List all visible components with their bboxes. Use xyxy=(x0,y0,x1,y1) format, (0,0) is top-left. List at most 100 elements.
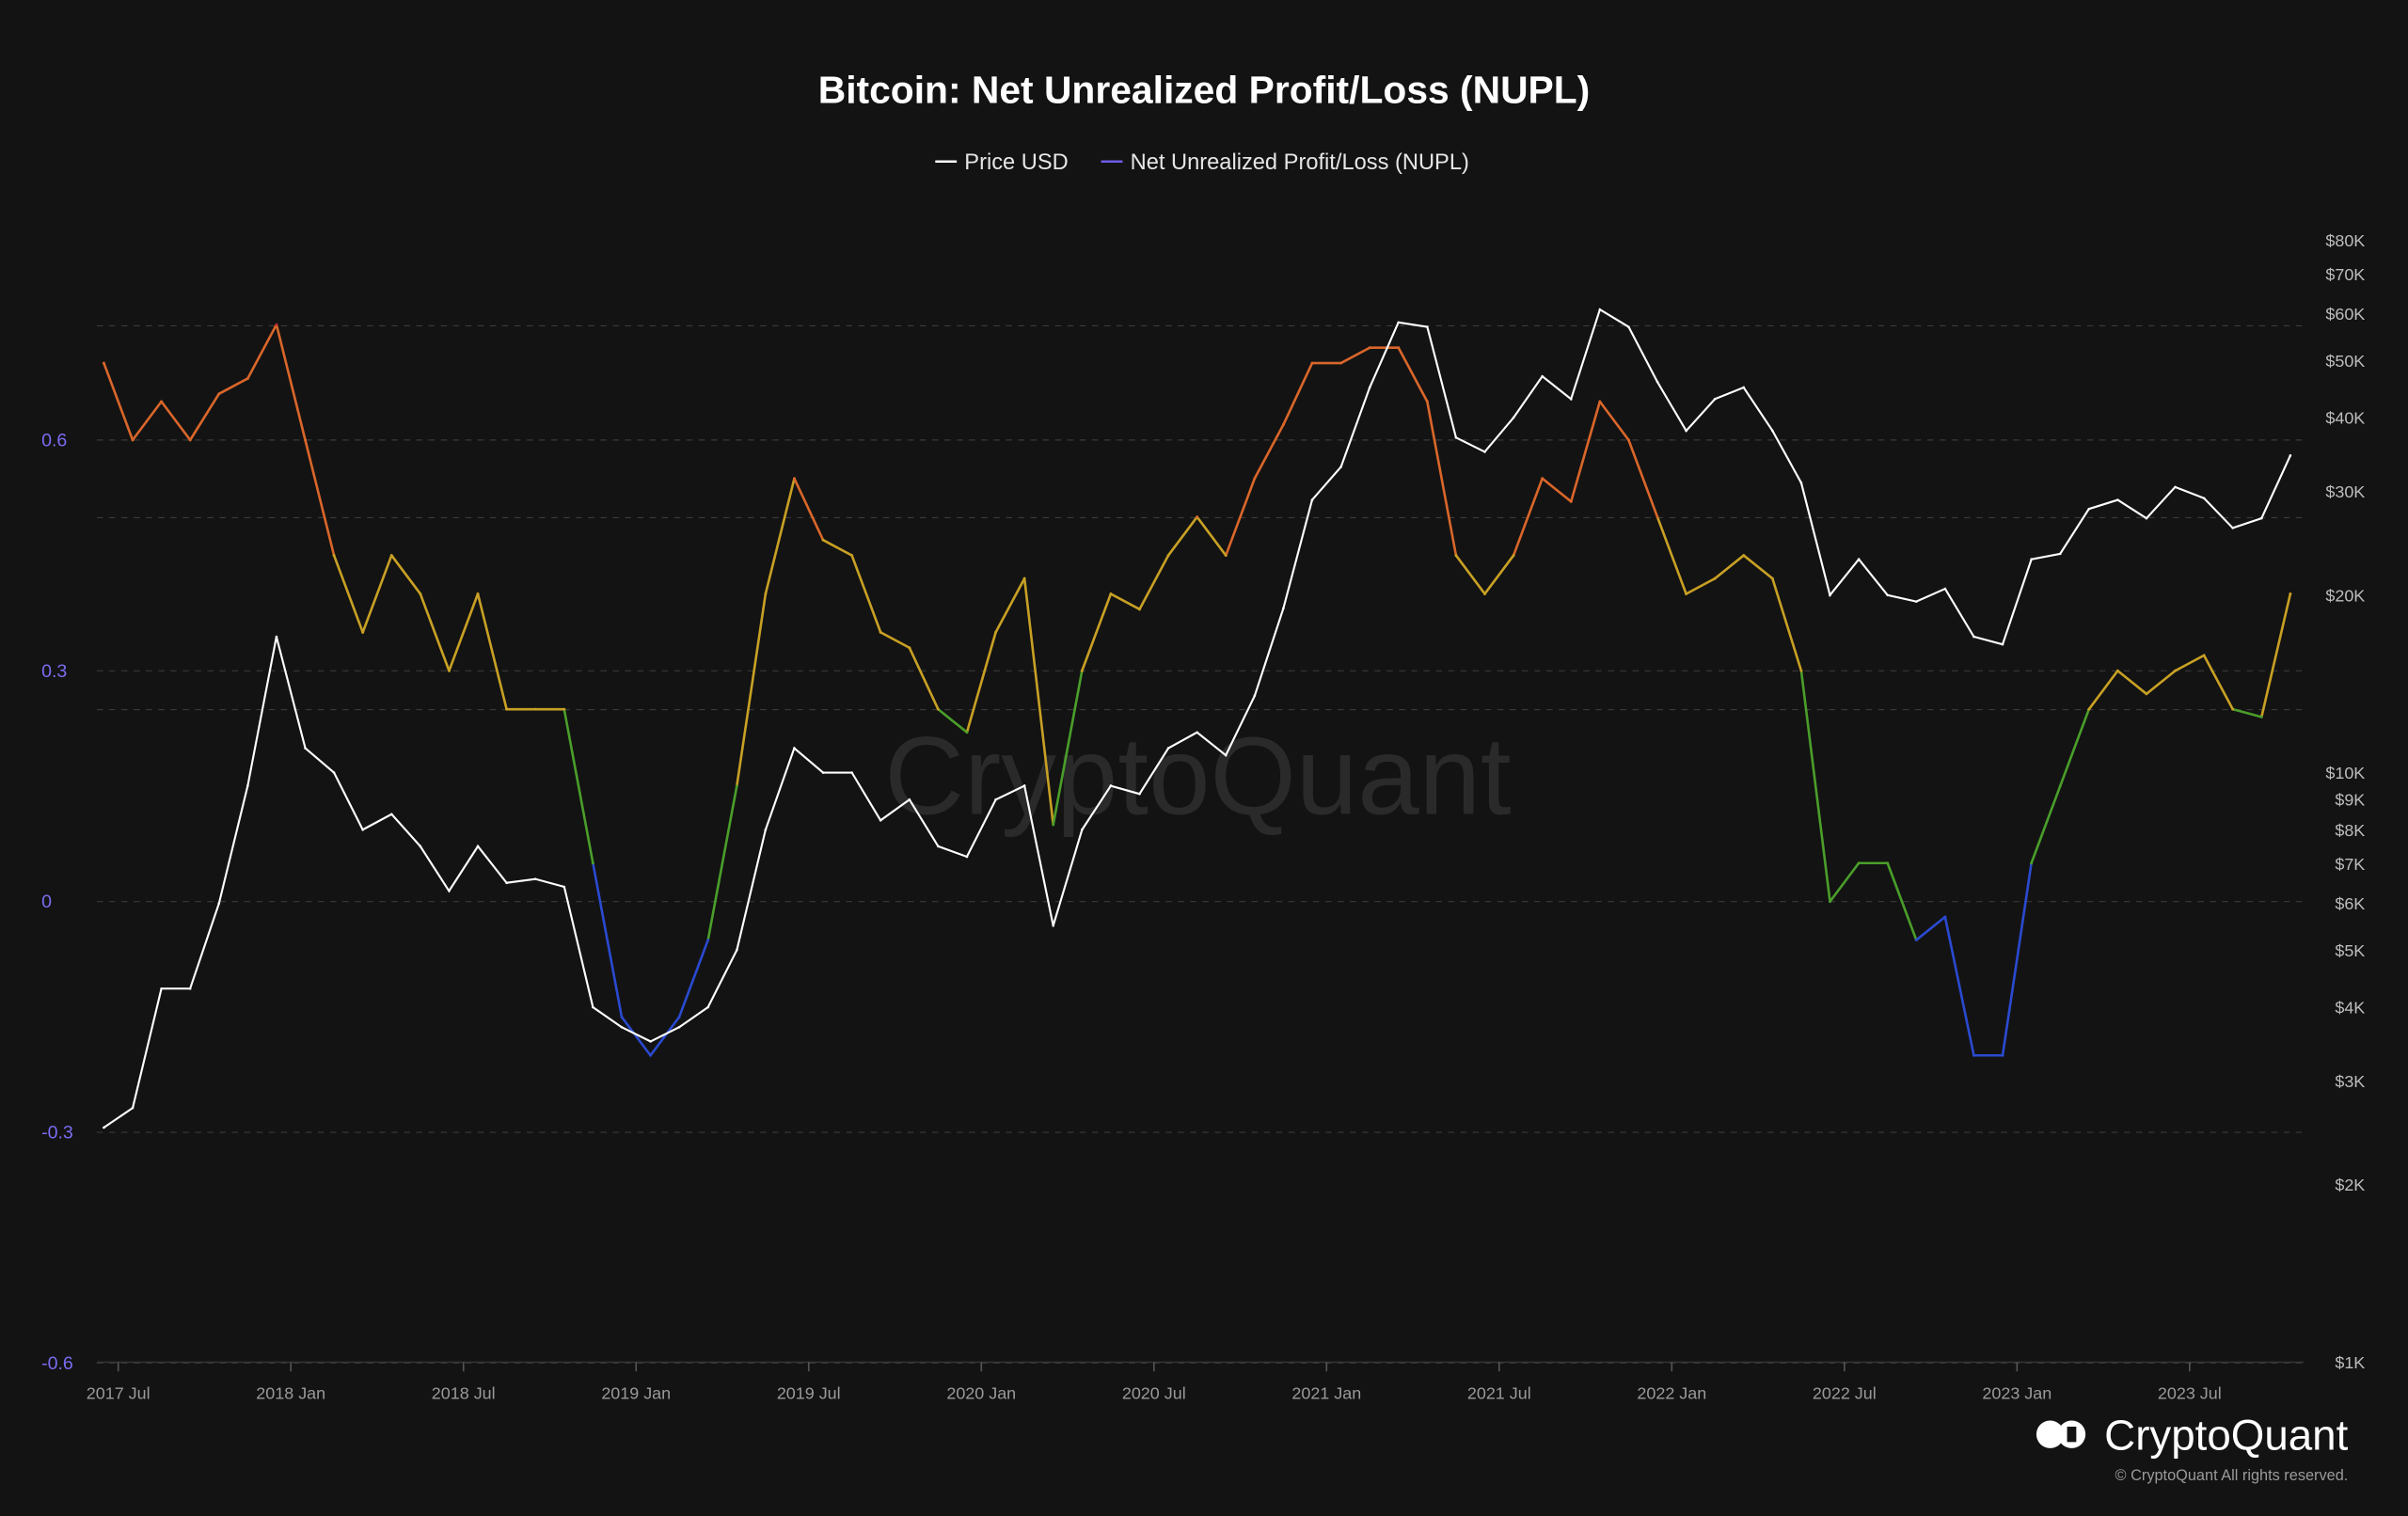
price-point xyxy=(1512,416,1515,419)
x-tick-label: 2018 Jul xyxy=(432,1384,496,1403)
price-point xyxy=(1138,792,1141,796)
nupl-point xyxy=(2202,654,2206,657)
price-point xyxy=(965,855,969,859)
price-point xyxy=(793,747,796,750)
legend-nupl[interactable]: Net Unrealized Profit/Loss (NUPL) xyxy=(1131,150,1469,175)
price-point xyxy=(562,885,566,889)
nupl-point xyxy=(965,731,969,734)
price-point xyxy=(1598,308,1602,311)
nupl-point xyxy=(2115,669,2119,672)
price-point xyxy=(361,828,364,831)
nupl-segment xyxy=(879,631,911,650)
y-left-tick-label: -0.3 xyxy=(41,1123,73,1144)
y-right-tick-label: $40K xyxy=(2325,409,2365,428)
nupl-segment xyxy=(2087,669,2119,711)
nupl-point xyxy=(1138,608,1141,611)
x-tick-label: 2018 Jan xyxy=(256,1384,325,1403)
nupl-segment xyxy=(217,377,249,396)
y-right-tick-label: $4K xyxy=(2335,999,2365,1018)
x-tick-label: 2020 Jul xyxy=(1122,1384,1186,1403)
nupl-point xyxy=(1742,554,1746,558)
nupl-series xyxy=(102,323,2292,1057)
price-point xyxy=(332,771,336,774)
y-right-tick-label: $70K xyxy=(2325,265,2365,284)
legend-price[interactable]: Price USD xyxy=(964,150,1068,175)
nupl-segment xyxy=(2030,784,2062,865)
nupl-point xyxy=(1253,477,1257,481)
nupl-point xyxy=(1656,515,1659,519)
nupl-point xyxy=(2030,861,2034,865)
nupl-point xyxy=(447,669,451,672)
y-right-tick-label: $2K xyxy=(2335,1176,2365,1194)
price-point xyxy=(1166,747,1170,750)
nupl-point xyxy=(2289,592,2292,595)
price-point xyxy=(1742,386,1746,389)
price-point xyxy=(850,771,853,774)
price-point xyxy=(1627,325,1630,328)
nupl-segment xyxy=(1224,477,1257,557)
nupl-point xyxy=(879,630,882,634)
nupl-point xyxy=(361,630,365,634)
nupl-point xyxy=(821,538,825,542)
nupl-point xyxy=(1166,554,1170,558)
nupl-point xyxy=(1886,861,1890,865)
price-point xyxy=(217,902,221,905)
y-right-tick-label: $30K xyxy=(2325,482,2365,501)
price-point xyxy=(1454,435,1458,439)
price-point xyxy=(2001,642,2004,646)
price-point xyxy=(505,881,508,885)
y-left-tick-label: 0.6 xyxy=(41,430,67,450)
price-point xyxy=(994,797,997,801)
nupl-point xyxy=(1022,576,1026,580)
y-right-tick-label: $80K xyxy=(2325,231,2365,250)
nupl-point xyxy=(1943,915,1947,919)
nupl-point xyxy=(1972,1053,1975,1057)
nupl-segment xyxy=(1598,400,1630,442)
nupl-point xyxy=(850,554,854,558)
nupl-point xyxy=(1454,554,1458,558)
nupl-segment xyxy=(764,477,796,595)
price-point xyxy=(1310,498,1314,501)
nupl-segment xyxy=(332,554,364,634)
price-point xyxy=(188,987,192,990)
price-point xyxy=(1771,429,1774,433)
copyright: © CryptoQuant All rights reserved. xyxy=(2115,1467,2349,1484)
x-tick-label: 2020 Jan xyxy=(946,1384,1016,1403)
nupl-segment xyxy=(131,400,163,442)
nupl-segment xyxy=(1339,346,1371,365)
y-right-tick-label: $6K xyxy=(2335,894,2365,913)
price-point xyxy=(764,828,768,831)
x-tick-label: 2019 Jul xyxy=(777,1384,841,1403)
nupl-segment xyxy=(419,592,451,672)
price-point xyxy=(275,635,278,639)
y-right-tick-label: $20K xyxy=(2325,586,2365,605)
price-point xyxy=(419,845,422,848)
price-point xyxy=(1829,593,1831,597)
nupl-segment xyxy=(649,1016,681,1057)
nupl-point xyxy=(1857,861,1861,865)
nupl-point xyxy=(1368,346,1371,350)
nupl-segment xyxy=(1397,346,1429,403)
price-point xyxy=(1397,321,1401,324)
nupl-point xyxy=(1626,438,1630,442)
x-tick-label: 2023 Jul xyxy=(2158,1384,2222,1403)
nupl-point xyxy=(1109,592,1113,595)
nupl-segment xyxy=(448,592,480,672)
nupl-segment xyxy=(188,392,221,442)
nupl-point xyxy=(102,361,105,365)
price-point xyxy=(879,818,882,822)
nupl-segment xyxy=(361,554,393,634)
nupl-segment xyxy=(1656,515,1687,595)
watermark: CryptoQuant xyxy=(884,715,1511,838)
price-point xyxy=(1799,482,1803,484)
price-point xyxy=(1109,784,1113,787)
price-point xyxy=(1857,558,1861,561)
nupl-point xyxy=(1914,939,1918,942)
nupl-segment xyxy=(1886,861,1918,941)
nupl-point xyxy=(2087,707,2091,711)
nupl-point xyxy=(677,1015,681,1019)
nupl-segment xyxy=(2001,861,2033,1057)
nupl-segment xyxy=(592,861,624,1019)
nupl-point xyxy=(505,707,509,711)
